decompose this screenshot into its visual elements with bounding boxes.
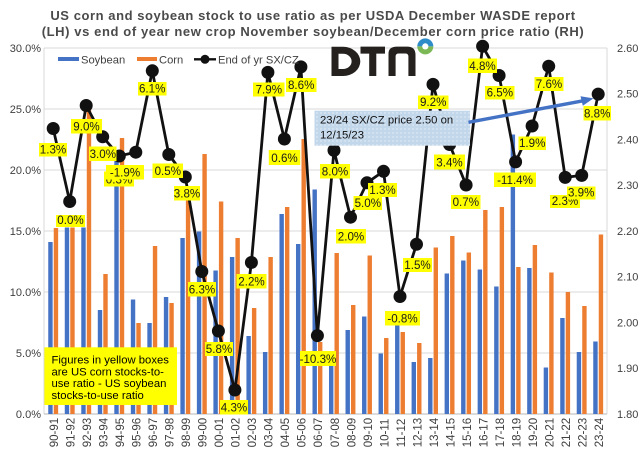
svg-text:4.3%: 4.3% [221, 402, 247, 415]
svg-text:11-12: 11-12 [396, 419, 408, 448]
svg-text:2.10: 2.10 [617, 272, 638, 284]
svg-text:1.5%: 1.5% [404, 259, 430, 272]
svg-text:91-92: 91-92 [66, 418, 78, 447]
svg-text:1.3%: 1.3% [369, 184, 395, 197]
svg-text:2.40: 2.40 [617, 134, 638, 146]
svg-text:2.60: 2.60 [617, 43, 638, 55]
svg-text:5.8%: 5.8% [206, 343, 232, 356]
svg-text:04-05: 04-05 [280, 418, 292, 447]
svg-text:19-20: 19-20 [528, 418, 540, 447]
svg-text:14-15: 14-15 [445, 418, 457, 447]
svg-text:1.90: 1.90 [617, 363, 638, 375]
svg-text:95-96: 95-96 [132, 418, 144, 447]
svg-text:8.8%: 8.8% [584, 108, 610, 121]
svg-text:20.0%: 20.0% [10, 165, 41, 177]
svg-text:97-98: 97-98 [165, 418, 177, 447]
svg-text:9.2%: 9.2% [420, 96, 446, 109]
svg-text:12-13: 12-13 [412, 418, 424, 447]
svg-text:96-97: 96-97 [148, 418, 160, 447]
svg-text:2.30: 2.30 [617, 180, 638, 192]
svg-text:5.0%: 5.0% [355, 197, 381, 210]
svg-text:15.0%: 15.0% [10, 226, 41, 238]
svg-text:7.9%: 7.9% [256, 84, 282, 97]
svg-text:2.20: 2.20 [617, 226, 638, 238]
svg-text:09-10: 09-10 [363, 418, 375, 447]
svg-text:-11.4%: -11.4% [497, 174, 533, 187]
svg-text:6.1%: 6.1% [139, 83, 165, 96]
svg-text:1.9%: 1.9% [519, 137, 545, 150]
svg-text:2.50: 2.50 [617, 89, 638, 101]
svg-text:20-21: 20-21 [545, 418, 557, 447]
svg-text:21-22: 21-22 [561, 418, 573, 447]
svg-text:(LH) vs end of year new crop N: (LH) vs end of year new crop November so… [42, 24, 585, 39]
svg-text:3.8%: 3.8% [174, 188, 200, 201]
svg-text:US corn and soybean stock to u: US corn and soybean stock to use ratio a… [50, 8, 575, 23]
svg-text:-1.9%: -1.9% [110, 167, 140, 180]
svg-text:3.4%: 3.4% [436, 157, 462, 170]
svg-text:Soybean: Soybean [81, 55, 125, 67]
svg-text:6.3%: 6.3% [189, 284, 215, 297]
svg-text:25.0%: 25.0% [10, 104, 41, 116]
svg-text:3.0%: 3.0% [90, 148, 116, 161]
svg-text:Corn: Corn [159, 55, 183, 67]
svg-text:use ratio - US soybean: use ratio - US soybean [52, 378, 167, 390]
svg-text:2.0%: 2.0% [338, 231, 364, 244]
svg-text:18-19: 18-19 [511, 418, 523, 447]
svg-text:-10.3%: -10.3% [300, 353, 337, 366]
svg-text:08-09: 08-09 [346, 418, 358, 447]
svg-text:98-99: 98-99 [181, 418, 193, 447]
svg-text:30.0%: 30.0% [10, 43, 41, 55]
svg-text:03-04: 03-04 [264, 417, 276, 447]
svg-text:00-01: 00-01 [214, 418, 226, 447]
svg-text:01-02: 01-02 [231, 418, 243, 447]
svg-text:02-03: 02-03 [247, 418, 259, 447]
svg-text:0.0%: 0.0% [57, 214, 83, 227]
svg-text:17-18: 17-18 [495, 418, 507, 447]
svg-text:8.6%: 8.6% [288, 79, 314, 92]
svg-text:stocks-to-use ratio: stocks-to-use ratio [52, 390, 144, 402]
svg-text:16-17: 16-17 [478, 418, 490, 447]
svg-text:23/24 SX/CZ price 2.50 on: 23/24 SX/CZ price 2.50 on [320, 115, 453, 127]
svg-text:06-07: 06-07 [313, 418, 325, 447]
svg-text:13-14: 13-14 [429, 417, 441, 447]
svg-text:10.0%: 10.0% [10, 287, 41, 299]
svg-text:9.0%: 9.0% [73, 121, 99, 134]
svg-text:0.7%: 0.7% [453, 196, 479, 209]
svg-text:4.8%: 4.8% [469, 60, 495, 73]
svg-text:7.6%: 7.6% [536, 78, 562, 91]
svg-text:8.0%: 8.0% [322, 166, 348, 179]
svg-text:0.6%: 0.6% [271, 152, 297, 165]
svg-text:90-91: 90-91 [49, 418, 61, 447]
svg-text:22-23: 22-23 [578, 418, 590, 447]
svg-text:5.0%: 5.0% [16, 348, 41, 360]
svg-text:are US corn stocks-to-: are US corn stocks-to- [52, 366, 165, 378]
svg-text:Figures in yellow boxes: Figures in yellow boxes [52, 355, 170, 367]
svg-text:0.0%: 0.0% [16, 409, 41, 421]
svg-text:07-08: 07-08 [330, 418, 342, 447]
svg-text:92-93: 92-93 [82, 418, 94, 447]
svg-text:23-24: 23-24 [594, 417, 606, 447]
svg-text:99-00: 99-00 [198, 418, 210, 447]
svg-text:12/15/23: 12/15/23 [320, 130, 364, 142]
svg-text:-0.8%: -0.8% [387, 313, 417, 326]
svg-text:3.9%: 3.9% [568, 187, 594, 200]
svg-text:0.5%: 0.5% [155, 165, 181, 178]
svg-text:End of yr SX/CZ: End of yr SX/CZ [218, 55, 299, 67]
svg-text:10-11: 10-11 [379, 419, 391, 448]
svg-text:2.00: 2.00 [617, 317, 638, 329]
svg-text:94-95: 94-95 [115, 418, 127, 447]
svg-text:1.80: 1.80 [617, 409, 638, 421]
svg-text:15-16: 15-16 [462, 418, 474, 447]
svg-text:2.2%: 2.2% [238, 276, 264, 289]
svg-text:6.5%: 6.5% [487, 87, 513, 100]
svg-text:1.3%: 1.3% [40, 144, 66, 157]
svg-text:05-06: 05-06 [297, 418, 309, 447]
svg-text:93-94: 93-94 [99, 417, 111, 447]
